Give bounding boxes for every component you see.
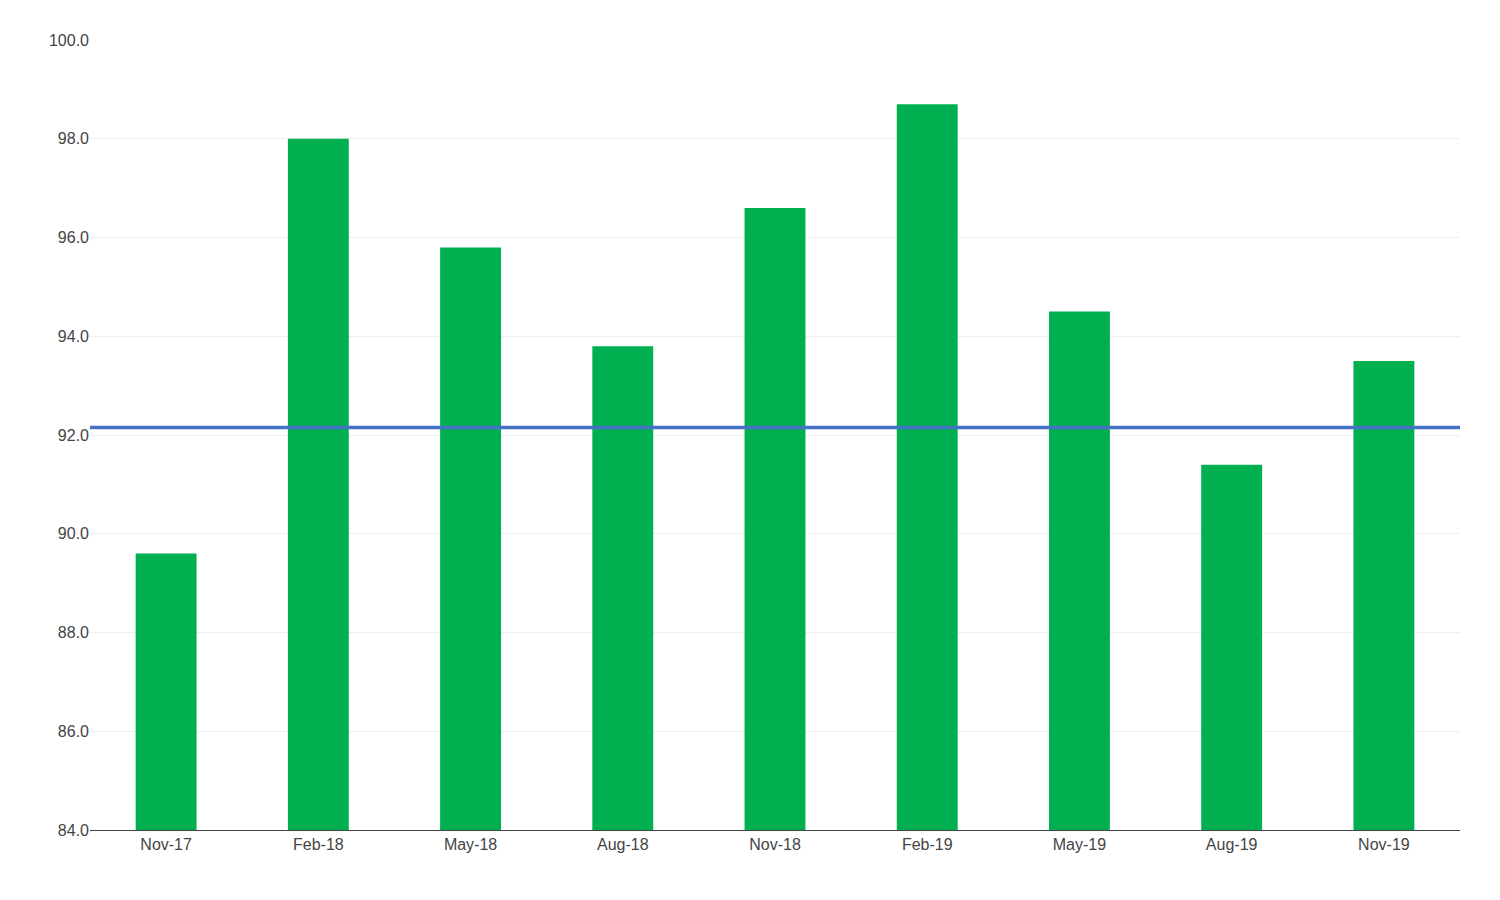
svg-text:Nov-19: Nov-19 bbox=[1358, 836, 1410, 853]
svg-text:Feb-18: Feb-18 bbox=[293, 836, 344, 853]
svg-text:92.0: 92.0 bbox=[58, 427, 89, 444]
svg-text:90.0: 90.0 bbox=[58, 525, 89, 542]
svg-text:Aug-19: Aug-19 bbox=[1206, 836, 1258, 853]
svg-text:Nov-18: Nov-18 bbox=[749, 836, 801, 853]
svg-text:84.0: 84.0 bbox=[58, 822, 89, 839]
svg-text:Aug-18: Aug-18 bbox=[597, 836, 649, 853]
svg-text:96.0: 96.0 bbox=[58, 229, 89, 246]
svg-text:May-18: May-18 bbox=[444, 836, 497, 853]
svg-text:98.0: 98.0 bbox=[58, 130, 89, 147]
svg-text:Nov-17: Nov-17 bbox=[140, 836, 192, 853]
svg-text:100.0: 100.0 bbox=[49, 32, 89, 49]
svg-text:86.0: 86.0 bbox=[58, 723, 89, 740]
svg-text:May-19: May-19 bbox=[1053, 836, 1106, 853]
svg-text:94.0: 94.0 bbox=[58, 328, 89, 345]
svg-text:Feb-19: Feb-19 bbox=[902, 836, 953, 853]
svg-text:88.0: 88.0 bbox=[58, 624, 89, 641]
